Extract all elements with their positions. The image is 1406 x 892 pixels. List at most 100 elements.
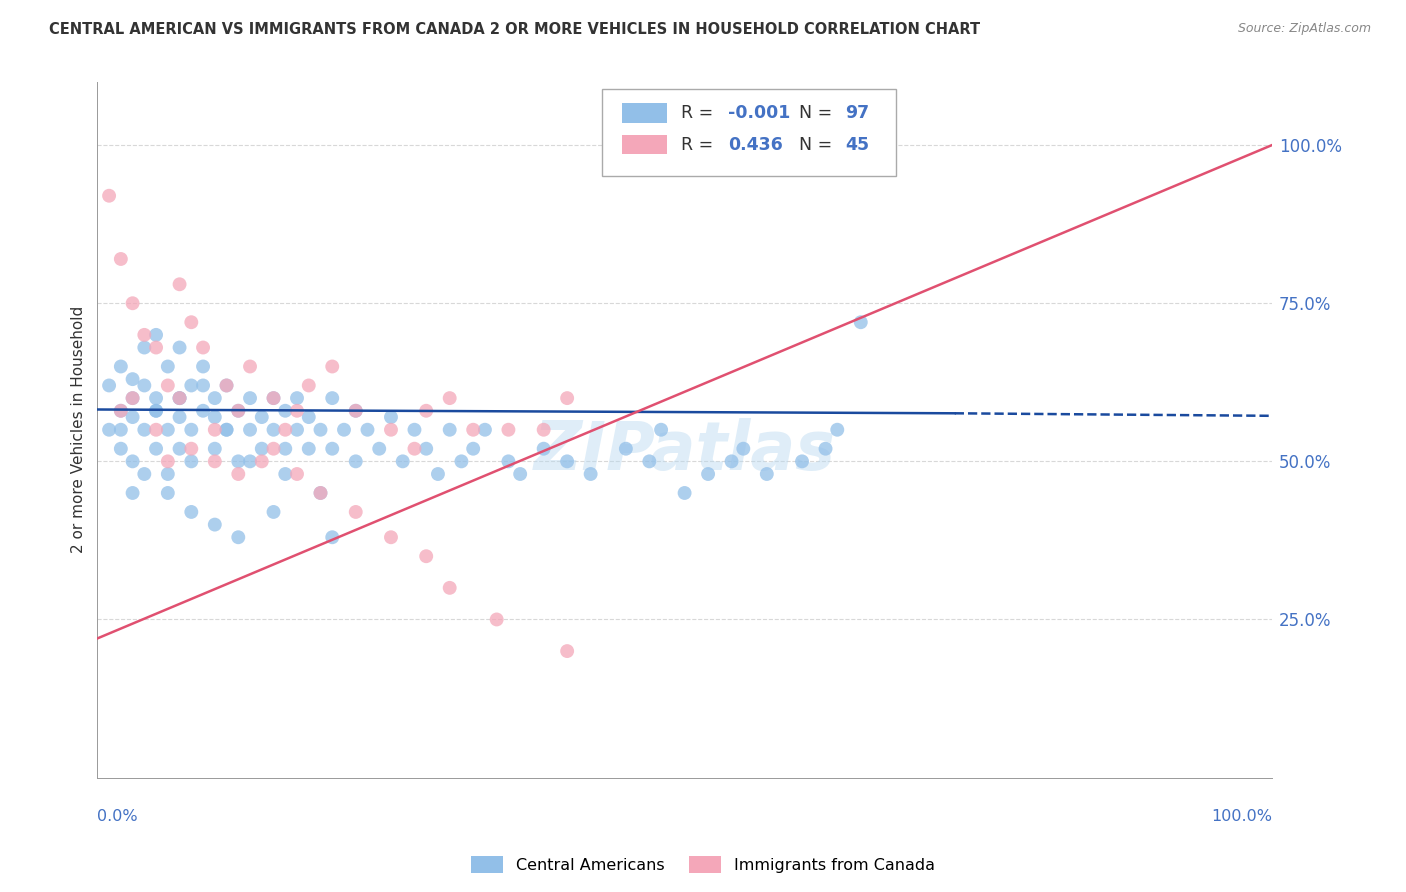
Point: [215, 378, 238, 392]
Point: [426, 467, 449, 481]
Point: [121, 410, 143, 425]
Point: [145, 327, 167, 342]
Point: [439, 391, 461, 405]
Point: [239, 391, 262, 405]
Point: [263, 423, 285, 437]
Point: [110, 423, 132, 437]
Point: [134, 467, 156, 481]
Point: [215, 423, 238, 437]
Point: [145, 403, 167, 417]
Point: [415, 403, 437, 417]
Point: [814, 442, 837, 456]
Point: [110, 442, 132, 456]
Point: [274, 423, 297, 437]
Point: [790, 454, 813, 468]
Text: 0.436: 0.436: [728, 136, 783, 153]
Point: [485, 612, 508, 626]
Point: [533, 442, 555, 456]
Point: [298, 442, 321, 456]
Point: [110, 403, 132, 417]
Point: [134, 327, 156, 342]
Point: [180, 442, 202, 456]
Point: [191, 359, 214, 374]
Point: [110, 252, 132, 266]
Point: [827, 423, 849, 437]
Point: [309, 486, 332, 500]
Point: [156, 454, 179, 468]
Point: [180, 505, 202, 519]
Point: [169, 391, 191, 405]
Point: [391, 454, 413, 468]
Point: [156, 486, 179, 500]
Point: [274, 403, 297, 417]
Point: [145, 403, 167, 417]
Point: [533, 423, 555, 437]
Point: [239, 359, 262, 374]
Point: [415, 549, 437, 564]
Point: [309, 486, 332, 500]
Point: [204, 391, 226, 405]
Point: [285, 423, 308, 437]
Point: [321, 442, 343, 456]
Point: [404, 442, 426, 456]
Point: [156, 467, 179, 481]
Point: [121, 296, 143, 310]
Point: [145, 442, 167, 456]
Point: [356, 423, 378, 437]
Point: [720, 454, 742, 468]
Point: [321, 530, 343, 544]
Point: [755, 467, 778, 481]
Point: [239, 454, 262, 468]
Point: [204, 423, 226, 437]
Point: [215, 378, 238, 392]
Point: [134, 341, 156, 355]
Point: [614, 442, 637, 456]
Text: Source: ZipAtlas.com: Source: ZipAtlas.com: [1237, 22, 1371, 36]
Point: [274, 467, 297, 481]
Text: ZIPatlas: ZIPatlas: [534, 417, 835, 483]
Point: [169, 442, 191, 456]
Legend: Central Americans, Immigrants from Canada: Central Americans, Immigrants from Canad…: [465, 849, 941, 880]
Point: [450, 454, 472, 468]
Point: [263, 391, 285, 405]
Point: [555, 391, 578, 405]
Point: [463, 423, 485, 437]
Point: [169, 341, 191, 355]
Text: R =: R =: [681, 136, 718, 153]
Point: [498, 454, 520, 468]
Point: [250, 442, 273, 456]
Point: [239, 423, 262, 437]
Point: [145, 391, 167, 405]
Point: [285, 467, 308, 481]
Text: 97: 97: [845, 104, 870, 122]
Point: [134, 423, 156, 437]
Point: [439, 581, 461, 595]
Point: [180, 315, 202, 329]
Point: [439, 423, 461, 437]
Point: [579, 467, 602, 481]
Point: [191, 378, 214, 392]
Point: [156, 378, 179, 392]
Y-axis label: 2 or more Vehicles in Household: 2 or more Vehicles in Household: [72, 306, 86, 553]
Point: [191, 341, 214, 355]
Text: N =: N =: [799, 136, 838, 153]
Point: [204, 517, 226, 532]
FancyBboxPatch shape: [602, 89, 896, 176]
Point: [697, 467, 720, 481]
Text: 0.0%: 0.0%: [97, 809, 138, 824]
Point: [145, 423, 167, 437]
Point: [121, 372, 143, 386]
Text: N =: N =: [799, 104, 838, 122]
Point: [156, 359, 179, 374]
Point: [121, 454, 143, 468]
Point: [169, 410, 191, 425]
Point: [191, 403, 214, 417]
Point: [215, 423, 238, 437]
Text: 100.0%: 100.0%: [1211, 809, 1272, 824]
Point: [474, 423, 496, 437]
Point: [121, 391, 143, 405]
Bar: [623, 135, 666, 154]
Point: [250, 454, 273, 468]
Point: [110, 359, 132, 374]
Point: [226, 467, 249, 481]
